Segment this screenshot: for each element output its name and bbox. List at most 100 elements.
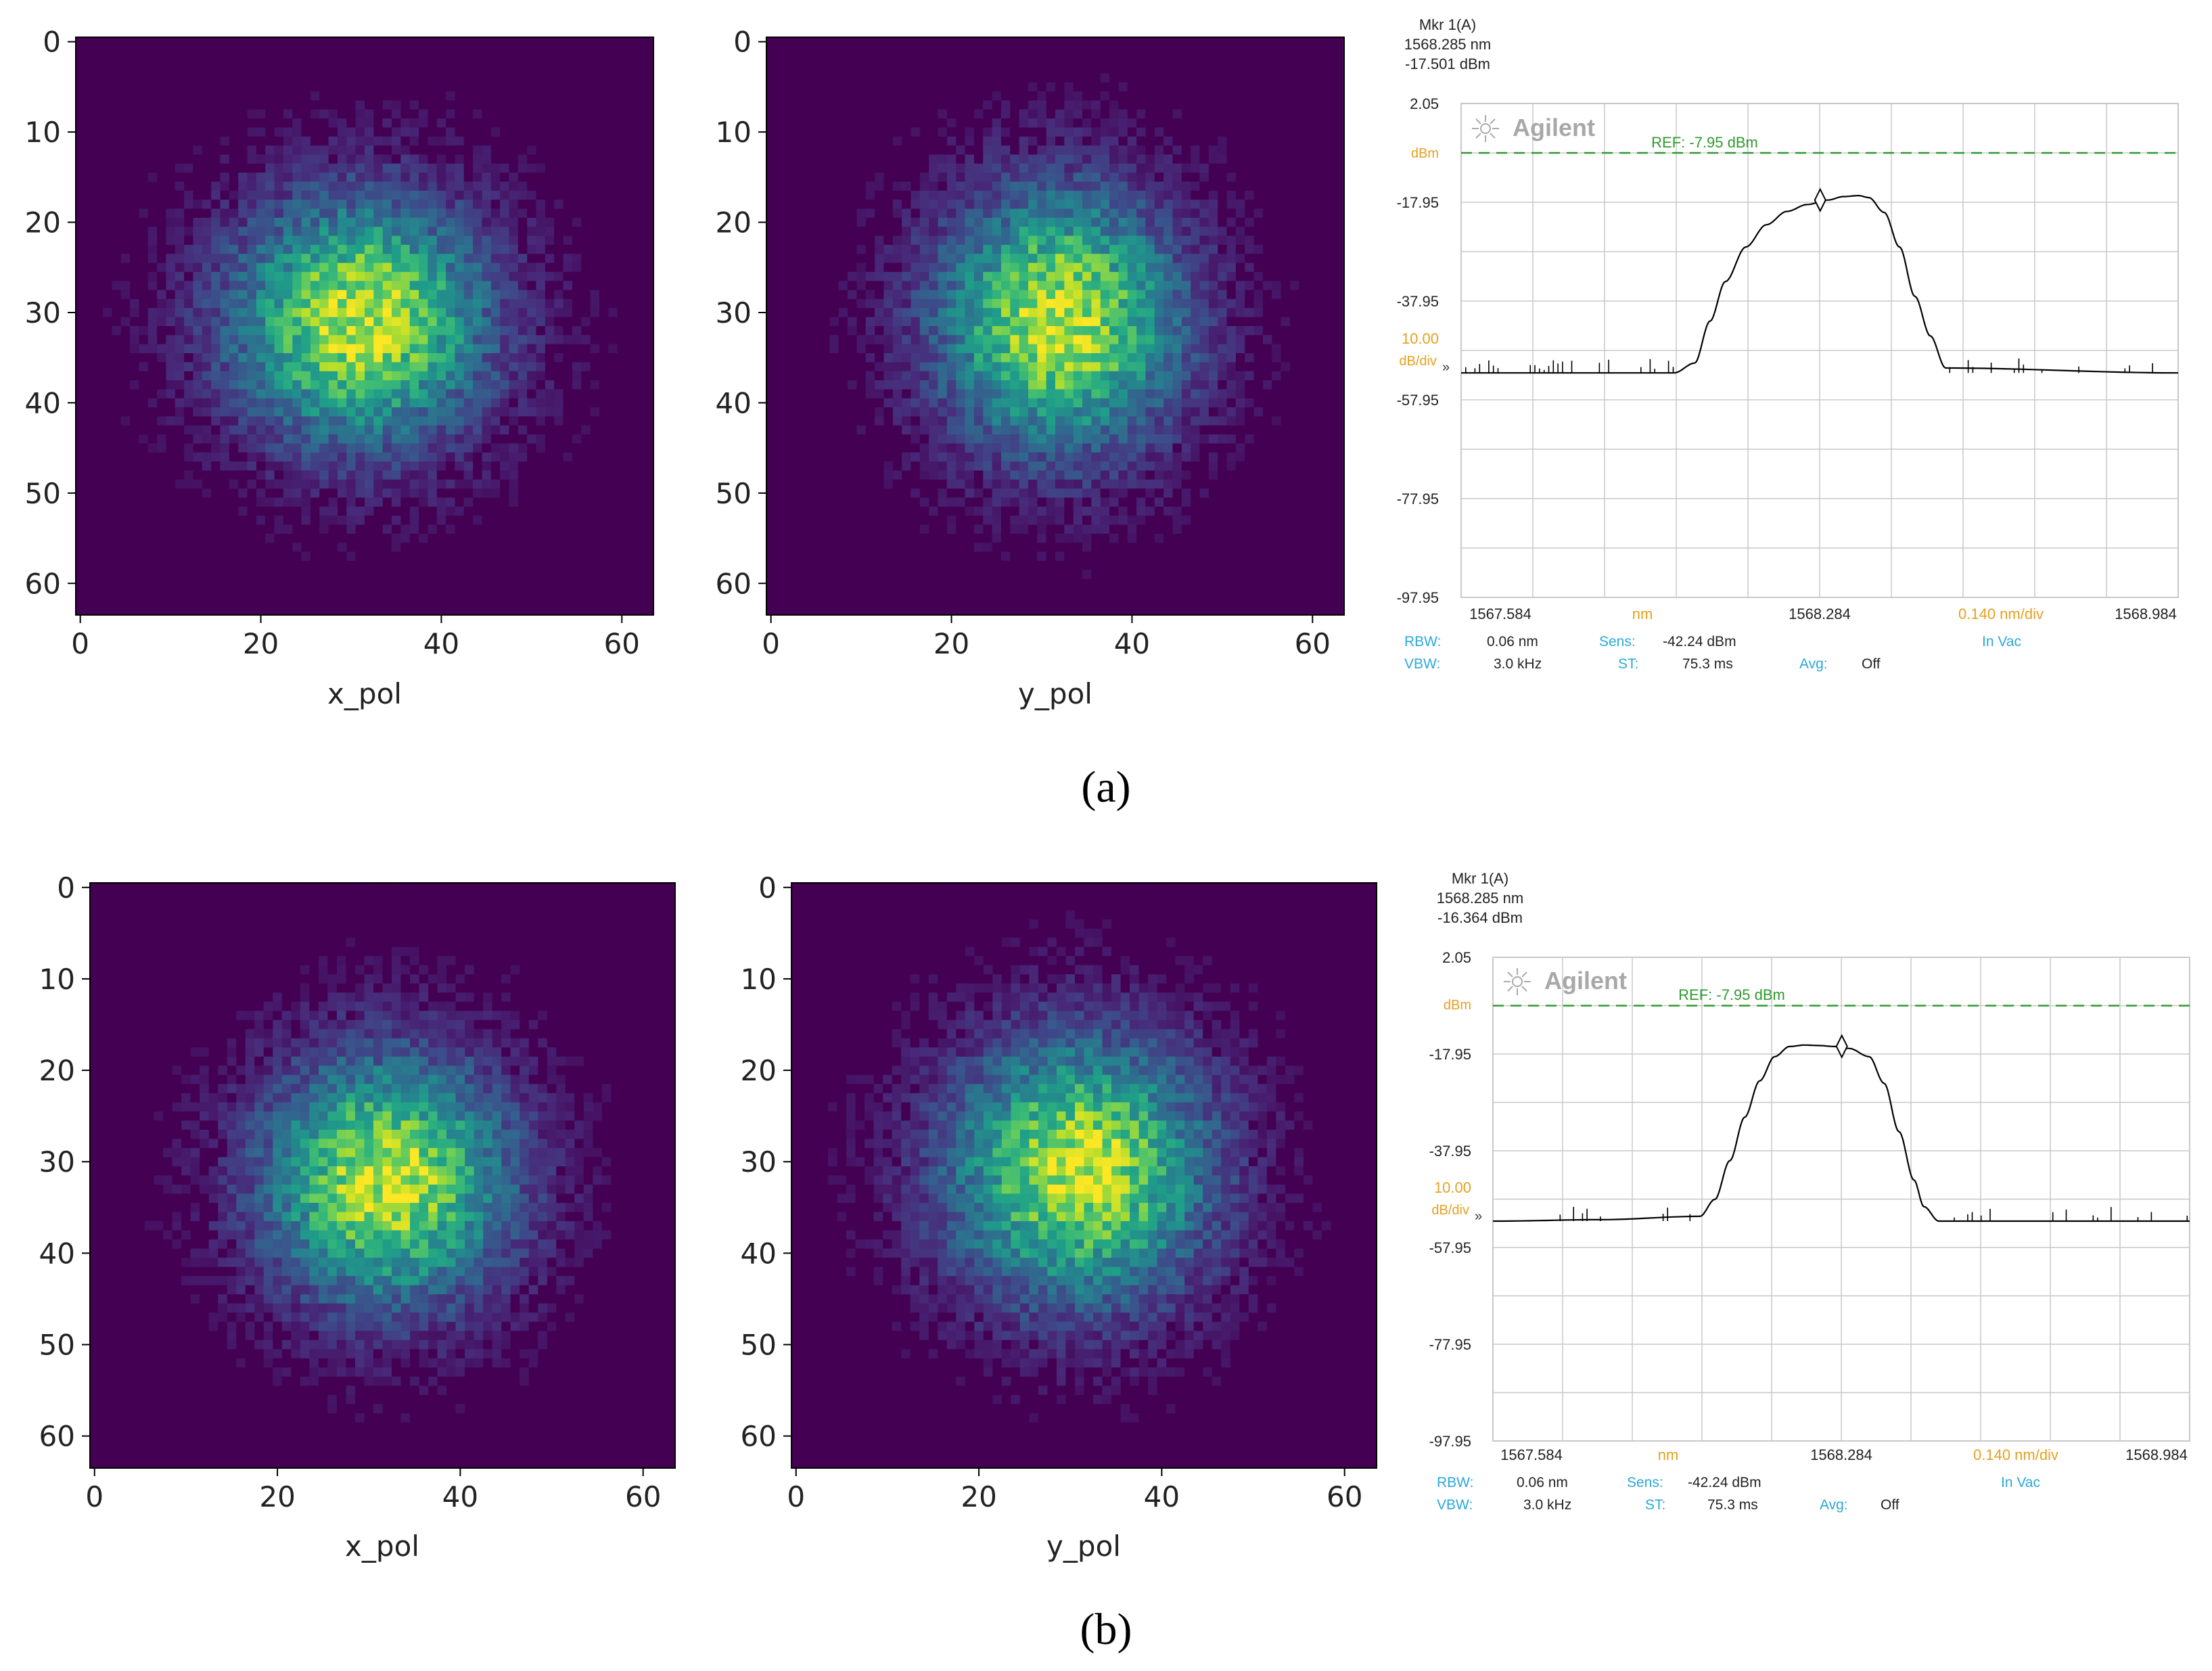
heatmap-cell xyxy=(356,55,365,65)
heatmap-cell xyxy=(848,110,857,119)
heatmap-cell xyxy=(473,561,482,570)
heatmap-cell xyxy=(875,118,884,128)
heatmap-cell xyxy=(356,488,365,498)
heatmap-cell xyxy=(473,362,482,371)
heatmap-cell xyxy=(1191,46,1200,55)
heatmap-cell xyxy=(482,91,491,101)
heatmap-cell xyxy=(1001,55,1011,65)
heatmap-cell xyxy=(1227,37,1237,47)
heatmap-cell xyxy=(509,534,519,543)
heatmap-cell xyxy=(464,434,474,444)
heatmap-cell xyxy=(527,55,536,65)
heatmap-cell xyxy=(275,516,284,525)
heatmap-cell xyxy=(166,488,175,498)
heatmap-cell xyxy=(310,335,320,344)
heatmap-cell xyxy=(1172,91,1182,101)
heatmap-cell xyxy=(365,154,374,164)
heatmap-cell xyxy=(419,173,428,182)
heatmap-cell xyxy=(599,606,609,616)
heatmap-cell xyxy=(248,100,257,110)
heatmap-cell xyxy=(618,434,627,444)
heatmap-cell xyxy=(635,236,645,246)
heatmap-cell xyxy=(211,200,221,209)
heatmap-cell xyxy=(608,389,618,398)
heatmap-cell xyxy=(785,37,794,47)
heatmap-cell xyxy=(383,362,392,371)
heatmap-cell xyxy=(518,290,528,300)
heatmap-cell xyxy=(365,37,374,47)
heatmap-cell xyxy=(1128,55,1137,65)
heatmap-cell xyxy=(518,416,528,426)
heatmap-cell xyxy=(527,606,536,616)
heatmap-cell xyxy=(338,326,347,336)
heatmap-cell xyxy=(392,218,401,227)
heatmap-cell xyxy=(856,91,866,101)
heatmap-cell xyxy=(618,335,627,344)
heatmap-cell xyxy=(563,606,573,616)
heatmap-cell xyxy=(193,597,202,606)
heatmap-cell xyxy=(383,308,392,317)
heatmap-cell xyxy=(346,407,356,417)
heatmap-cell xyxy=(76,588,85,597)
heatmap-cell xyxy=(211,543,221,552)
heatmap-cell xyxy=(175,55,185,65)
heatmap-cell xyxy=(509,299,519,308)
heatmap-cell xyxy=(202,525,212,534)
heatmap-cell xyxy=(211,64,221,74)
heatmap-cell xyxy=(103,245,112,254)
heatmap-cell xyxy=(500,254,509,263)
heatmap-cell xyxy=(875,100,884,110)
heatmap-cell xyxy=(248,91,257,101)
heatmap-cell xyxy=(419,37,428,47)
heatmap-cell xyxy=(591,335,600,344)
heatmap-cell xyxy=(581,290,591,300)
heatmap-cell xyxy=(94,317,103,327)
heatmap-cell xyxy=(500,416,509,426)
heatmap-cell xyxy=(599,254,609,263)
heatmap-cell xyxy=(410,55,419,65)
heatmap-cell xyxy=(329,453,338,462)
heatmap-cell xyxy=(419,227,428,236)
heatmap-cell xyxy=(599,236,609,246)
heatmap-cell xyxy=(85,344,94,354)
heatmap-cell xyxy=(599,218,609,227)
heatmap-cell xyxy=(221,137,230,146)
heatmap-cell xyxy=(929,100,938,110)
heatmap-cell xyxy=(256,498,266,507)
heatmap-cell xyxy=(175,443,185,453)
heatmap-cell xyxy=(302,398,311,408)
heatmap-cell xyxy=(563,362,573,371)
heatmap-cell xyxy=(1254,145,1264,155)
heatmap-cell xyxy=(166,137,175,146)
heatmap-cell xyxy=(1037,83,1046,92)
heatmap-cell xyxy=(175,154,185,164)
heatmap-cell xyxy=(166,426,175,435)
heatmap-cell xyxy=(221,191,230,200)
heatmap-cell xyxy=(545,516,555,525)
heatmap-cell xyxy=(112,407,121,417)
heatmap-cell xyxy=(193,164,202,173)
heatmap-cell xyxy=(536,561,546,570)
heatmap-cell xyxy=(157,281,166,290)
heatmap-cell xyxy=(76,443,85,453)
heatmap-cell xyxy=(635,498,645,507)
heatmap-cell xyxy=(157,579,166,589)
heatmap-cell xyxy=(793,100,803,110)
heatmap-cell xyxy=(821,46,830,55)
heatmap-cell xyxy=(346,100,356,110)
heatmap-cell xyxy=(1118,91,1128,101)
heatmap-cell xyxy=(112,145,121,155)
heatmap-cell xyxy=(518,426,528,435)
heatmap-cell xyxy=(248,534,257,543)
heatmap-cell xyxy=(821,91,830,101)
heatmap-cell xyxy=(256,110,266,119)
heatmap-cell xyxy=(329,570,338,579)
heatmap-cell xyxy=(211,371,221,381)
heatmap-cell xyxy=(419,570,428,579)
heatmap-cell xyxy=(1155,64,1164,74)
heatmap-cell xyxy=(202,91,212,101)
heatmap-cell xyxy=(76,488,85,498)
heatmap-cell xyxy=(310,83,320,92)
heatmap-cell xyxy=(419,272,428,281)
heatmap-cell xyxy=(608,471,618,480)
